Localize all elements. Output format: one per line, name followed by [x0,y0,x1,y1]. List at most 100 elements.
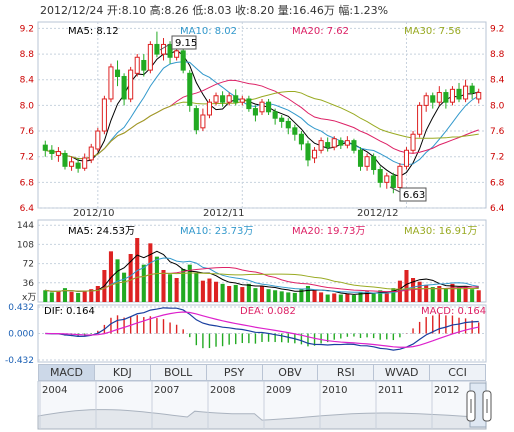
candle-up [476,92,482,100]
legend-ma5: MA5: 8.12 [68,26,119,37]
macd-histogram [51,314,480,349]
volume-bar [404,270,409,302]
volume-bar [246,283,251,302]
volume-bar [292,292,297,302]
tab-macd[interactable]: MACD [38,364,95,381]
candle-up [449,88,455,103]
candle-down [187,72,193,106]
candle-down [246,98,252,110]
price-y-axis: 9.2 9.2 8.8 8.8 8.4 8.4 8.0 8.0 7.6 7.6 7.2 7.2 6.8 6… [20,24,505,214]
volume-bar [213,281,219,302]
candlesticks [42,31,482,194]
quote-close: 收:8.20 [235,4,275,17]
candle-down [272,111,278,119]
volume-bar [76,292,81,302]
navigator-year-label: 2008 [210,385,235,396]
price-tick-right: 7.2 [490,153,504,163]
legend-ma30: MA30: 7.56 [404,26,461,37]
candle-down [121,76,127,100]
candle-up [239,98,245,103]
legend-ma20: MA20: 7.62 [292,26,349,37]
candle-down [75,162,81,169]
volume-bars [43,238,481,302]
low-annotation: 6.63 [389,186,427,202]
price-legend: MA5: 8.12 MA10: 8.02 MA20: 7.62 MA30: 7.… [68,26,461,37]
candle-up [259,101,265,113]
candle-up [226,95,232,103]
candle-up [436,92,442,103]
candle-down [42,144,48,151]
candle-up [213,95,219,103]
candle-down [325,142,331,148]
stock-chart: 9.2 9.2 8.8 8.8 8.4 8.4 8.0 8.0 7.6 7.6 7.2 7.2 6.8 6… [5,21,505,364]
candle-down [220,95,226,103]
volume-bar [384,292,389,302]
volume-bar [365,291,370,302]
tab-obv[interactable]: OBV [262,364,319,381]
candle-down [266,101,272,113]
vol-ma5-line [45,250,479,295]
volume-bar [371,293,376,302]
candle-down [456,88,462,100]
volume-bar [286,292,291,302]
volume-bar [463,286,468,302]
volume-bar [161,270,166,302]
navigator-year-label: 2011 [378,385,403,396]
price-tick-left: 8.8 [20,50,35,60]
volume-bar [240,287,245,302]
candle-up [312,149,318,159]
tab-rsi[interactable]: RSI [318,364,375,381]
price-tick-right: 7.6 [490,127,505,137]
tab-wvad[interactable]: WVAD [374,364,431,381]
candle-down [305,143,311,161]
ma30-line [45,90,479,160]
price-tick-right: 6.8 [490,178,505,188]
candle-up [463,85,469,100]
quote-header: 2012/12/24 开:8.10 高:8.26 低:8.03 收:8.20 量… [40,2,388,18]
candle-down [298,133,304,145]
candle-up [344,140,350,146]
tab-cci[interactable]: CCI [430,364,486,381]
volume-bar [49,292,54,302]
tab-kdj[interactable]: KDJ [94,364,151,381]
volume-bar [443,288,448,302]
date-label-oct: 2012/10 [73,208,115,219]
price-tick-right: 8.0 [490,101,505,111]
tab-boll[interactable]: BOLL [150,364,207,381]
navigator-year-label: 2010 [322,385,347,396]
volume-bar [69,291,74,302]
volume-bar [450,283,455,302]
candle-down [180,50,186,71]
candle-up [318,140,324,151]
price-tick-right: 8.4 [490,76,505,86]
volume-bar [332,293,337,302]
candle-up [134,56,140,74]
dea-line [45,311,479,348]
volume-bar [108,251,113,302]
indicator-tabs: MACD KDJ BOLL PSY OBV RSI WVAD CCI [38,364,486,381]
price-tick-right: 6.4 [490,204,505,214]
macd-legend-macd: MACD: 0.164 [421,306,486,317]
candle-down [233,95,239,103]
volume-bar [312,290,317,302]
volume-bar [200,280,205,302]
low-label: 6.63 [403,190,425,201]
tab-psy[interactable]: PSY [206,364,263,381]
volume-bar [456,287,462,302]
quote-high: 高:8.26 [149,4,189,17]
legend-ma10: MA10: 8.02 [180,26,237,37]
vol-legend-ma30: MA30: 16.91万 [404,226,477,237]
price-tick-right: 9.2 [490,24,504,34]
time-navigator[interactable]: 2004 2006 2007 2008 2009 2010 2011 2012 [0,381,514,431]
navigator-year-label: 2007 [154,385,179,396]
volume-bar [233,284,238,302]
volume-bar [220,283,225,302]
price-tick-left: 7.2 [20,153,34,163]
candle-up [101,98,107,132]
candle-down [351,140,357,151]
volume-bar [95,286,100,302]
candle-down [114,69,121,78]
candle-up [403,149,410,167]
price-tick-left: 9.2 [20,24,34,34]
volume-tick: 144 [17,221,34,231]
